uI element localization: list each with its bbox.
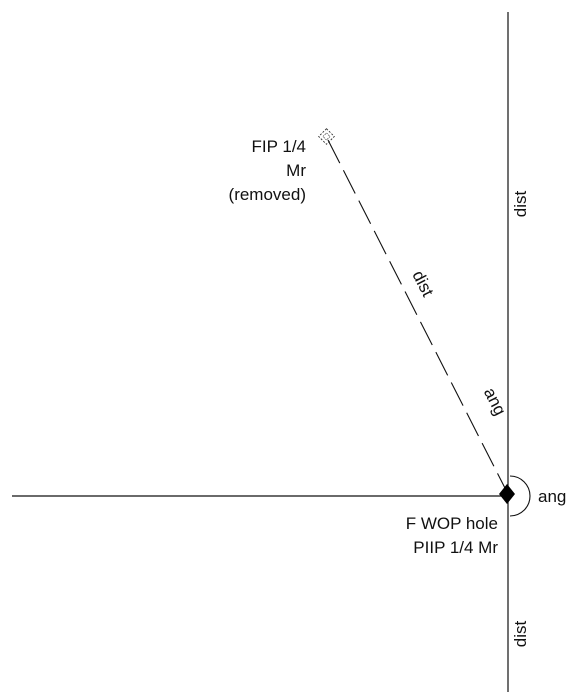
dashed-bearing-line [327,139,509,495]
dashed-open-marker-icon [318,128,335,145]
removed-monument-label-line2: Mr [286,161,306,180]
angle-arc-label: ang [538,487,566,506]
removed-monument-label-line3: (removed) [229,185,306,204]
found-monument-label-line1: F WOP hole [406,514,498,533]
removed-monument-label-line1: FIP 1/4 [252,137,307,156]
dashed-line-angle-label: ang [480,385,510,419]
vertical-upper-distance-label: dist [511,191,530,218]
angle-arc [509,475,531,517]
filled-diamond-marker-icon [499,484,515,504]
vertical-lower-distance-label: dist [511,621,530,648]
found-monument-label-line2: PIIP 1/4 Mr [413,538,498,557]
dashed-line-distance-label: dist [408,267,437,299]
